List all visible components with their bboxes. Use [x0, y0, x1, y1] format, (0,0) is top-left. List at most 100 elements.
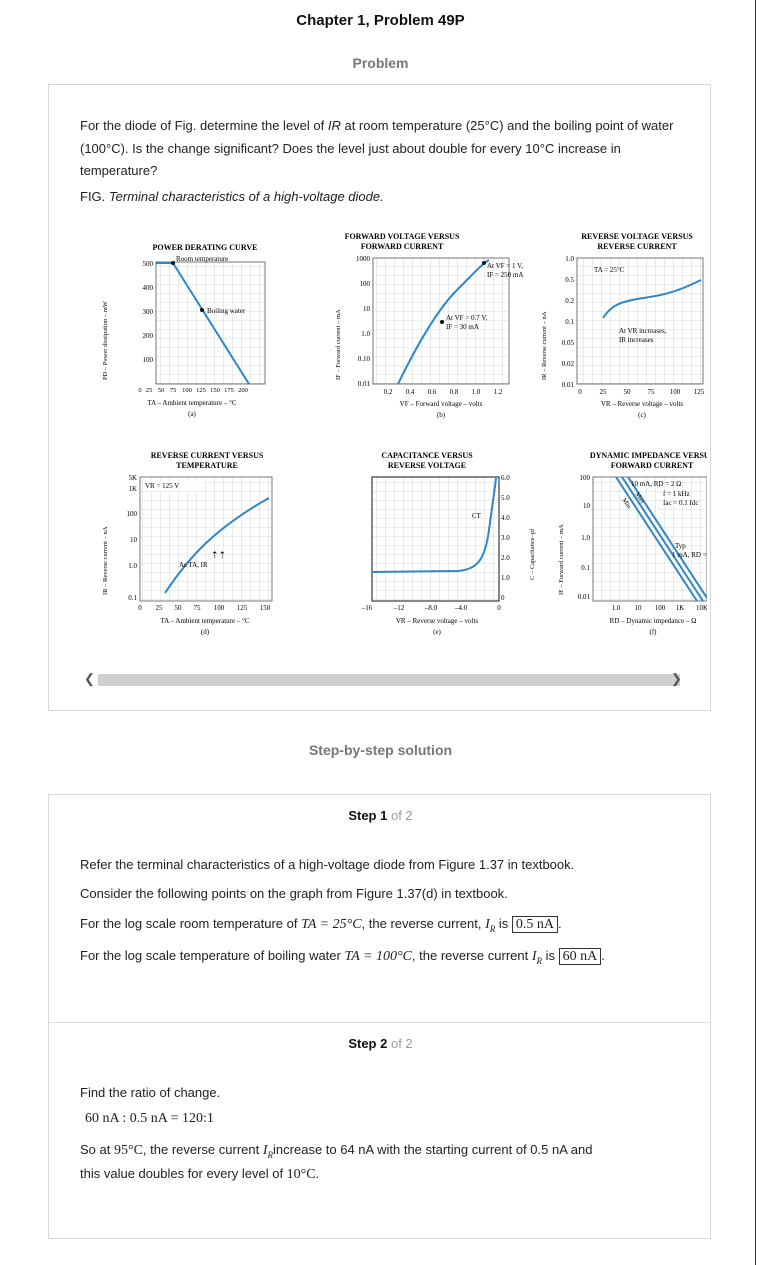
chart-b-xtick: 0.6 — [428, 388, 437, 396]
chart-e-xtick: –12 — [393, 604, 405, 612]
chart-f-annotation: 1 mA, RD = 50 — [672, 551, 707, 559]
chart-f-title: FORWARD CURRENT — [611, 461, 694, 470]
scroll-right-icon[interactable]: ❯ — [671, 671, 682, 686]
figure-caption: FIG. Terminal characteristics of a high-… — [80, 189, 384, 204]
step-2-count: of 2 — [390, 1036, 413, 1051]
step-1-boiling-temp: For the log scale temperature of boiling… — [80, 948, 605, 966]
chart-b-tag: (b) — [437, 411, 446, 419]
chart-d-annotation-trend: As TA, IR — [179, 561, 208, 569]
step-2-conclusion: So at 95°C, the reverse current IRincrea… — [80, 1141, 690, 1164]
figure-scrollbar[interactable]: ❮ ❯ — [76, 671, 691, 688]
chart-f-xtick: 10 — [635, 604, 643, 612]
chart-d-label-bg — [143, 481, 203, 491]
chart-c-reverse-voltage: REVERSE VOLTAGE VERSUS REVERSE CURRENT 1… — [541, 232, 705, 419]
chart-e-ytick: 5.0 — [501, 494, 510, 502]
ratio-equation: 60 nA : 0.5 nA = 120:1 — [85, 1111, 214, 1126]
chart-f-annotation: f = 1 kHz — [663, 490, 690, 498]
chart-f-ytick: 1.0 — [581, 534, 590, 542]
chart-d-ytick: 10 — [130, 536, 138, 544]
step-1-count: of 2 — [390, 808, 413, 823]
chart-e-xticks: –16 –12 –8.0 –4.0 0 — [361, 604, 502, 612]
chart-b-title: FORWARD VOLTAGE VERSUS — [345, 232, 460, 241]
chart-a-ytick: 200 — [143, 332, 154, 340]
chart-c-ytick: 0.1 — [565, 318, 574, 326]
chart-a-ylabel: PD – Power dissipation – mW — [102, 300, 109, 380]
chart-e-capacitance: CAPACITANCE VERSUS REVERSE VOLTAGE 6.0 5… — [361, 451, 536, 636]
chart-c-ytick: 0.5 — [565, 276, 574, 284]
chart-d-ytick: 0.1 — [128, 594, 137, 602]
chart-a-xtick: 125 — [196, 387, 206, 394]
chart-c-title: REVERSE CURRENT — [597, 242, 677, 251]
chart-a-ytick: 400 — [143, 284, 154, 292]
arrow-up-icon: ⇡⇡ — [211, 550, 226, 560]
chart-a-xtick: 75 — [170, 387, 177, 394]
step-1-header: Step 1 of 2 — [49, 808, 712, 823]
chart-d-xtick: 150 — [260, 604, 271, 612]
chart-d-xtick: 75 — [194, 604, 202, 612]
chart-d-xtick: 0 — [138, 604, 142, 612]
chart-d-xtick: 25 — [156, 604, 164, 612]
chart-c-title: REVERSE VOLTAGE VERSUS — [581, 232, 693, 241]
problem-text-part: at room temperature (25°C) and the boili… — [80, 118, 674, 178]
chart-e-xlabel: VR – Reverse voltage – volts — [396, 617, 479, 625]
chart-b-title: FORWARD CURRENT — [361, 242, 444, 251]
chart-f-plot-area — [592, 476, 708, 602]
step-1-line: Refer the terminal characteristics of a … — [80, 857, 575, 872]
chart-c-xtick: 75 — [648, 388, 656, 396]
chart-d-ytick: 5K — [128, 474, 137, 482]
answer-box-room: 0.5 nA — [511, 916, 559, 933]
chart-b-ytick: 10 — [363, 305, 371, 313]
problem-text: For the diode of Fig. determine the leve… — [80, 115, 685, 189]
chart-d-ytick: 100 — [127, 510, 138, 518]
chart-b-annotation: IF = 250 mA — [487, 271, 523, 279]
scroll-left-icon[interactable]: ❮ — [84, 671, 95, 686]
chart-d-reverse-current-temperature: REVERSE CURRENT VERSUS TEMPERATURE 5K 1K… — [102, 451, 273, 636]
chart-a-xlabel: TA – Ambient temperature – °C — [147, 399, 236, 407]
step-1-text: For the log scale room temperature of — [80, 916, 302, 931]
scroll-track[interactable] — [98, 674, 680, 686]
chart-d-annotation-vr: VR = 125 V — [145, 482, 179, 490]
chart-d-ylabel: IR – Reverse current – nA — [102, 526, 109, 595]
chart-f-line-typ — [621, 476, 704, 602]
chart-e-ytick: 6.0 — [501, 474, 510, 482]
chart-f-xtick: 10K — [696, 604, 707, 612]
chart-b-xtick: 0.2 — [384, 388, 393, 396]
step-1-text: , the reverse current — [411, 948, 532, 963]
chart-b-xticks: 0.2 0.4 0.6 0.8 1.0 1.2 — [384, 388, 503, 396]
step-1-math: TA = 100°C — [344, 949, 412, 964]
chart-d-ytick: 1.0 — [128, 562, 137, 570]
chart-f-title: DYNAMIC IMPEDANCE VERSUS — [590, 451, 707, 460]
chart-d-xtick: 125 — [237, 604, 248, 612]
step-2-line: Find the ratio of change. — [80, 1085, 221, 1100]
chart-c-annotation: At VR increases, — [619, 327, 667, 335]
chart-f-ytick: 10 — [583, 502, 591, 510]
step-2-conclusion: this value doubles for every level of 10… — [80, 1165, 690, 1184]
chart-a-ytick: 100 — [143, 356, 154, 364]
step-1-room-temp: For the log scale room temperature of TA… — [80, 916, 562, 934]
reverse-current-symbol: IR — [262, 1143, 274, 1160]
step-1-math: TA = 25°C — [301, 917, 362, 932]
solution-heading: Step-by-step solution — [308, 742, 453, 758]
chart-d-curve — [164, 497, 270, 594]
chart-a-xtick: 25 — [146, 387, 153, 394]
chart-c-xtick: 125 — [694, 388, 705, 396]
chart-d-ytick: 1K — [128, 485, 137, 493]
chart-a-yticks: 500 400 300 200 100 — [143, 260, 154, 364]
step-1-text: For the log scale temperature of boiling… — [80, 948, 345, 963]
chart-a-xtick: 0 — [138, 387, 141, 394]
chart-e-ylabel: C – Capacitance–pf — [529, 528, 536, 580]
chart-e-title: REVERSE VOLTAGE — [388, 461, 466, 470]
chart-b-ytick: 0.10 — [358, 355, 371, 363]
chart-c-tag: (c) — [638, 411, 646, 419]
chart-a-point-room — [171, 261, 175, 265]
chart-b-annotation: At VF = 1 V, — [487, 262, 523, 270]
chart-b-ytick: 0.01 — [358, 380, 371, 388]
step-divider — [49, 1022, 710, 1023]
chart-c-xtick: 25 — [600, 388, 608, 396]
step-2-math: 95°C — [113, 1143, 143, 1158]
chart-e-xtick: –16 — [361, 604, 373, 612]
chart-e-title: CAPACITANCE VERSUS — [381, 451, 473, 460]
step-1-line: Consider the following points on the gra… — [80, 886, 508, 901]
chart-e-plot-area — [371, 476, 500, 602]
chart-a-curve-derating — [172, 262, 250, 385]
